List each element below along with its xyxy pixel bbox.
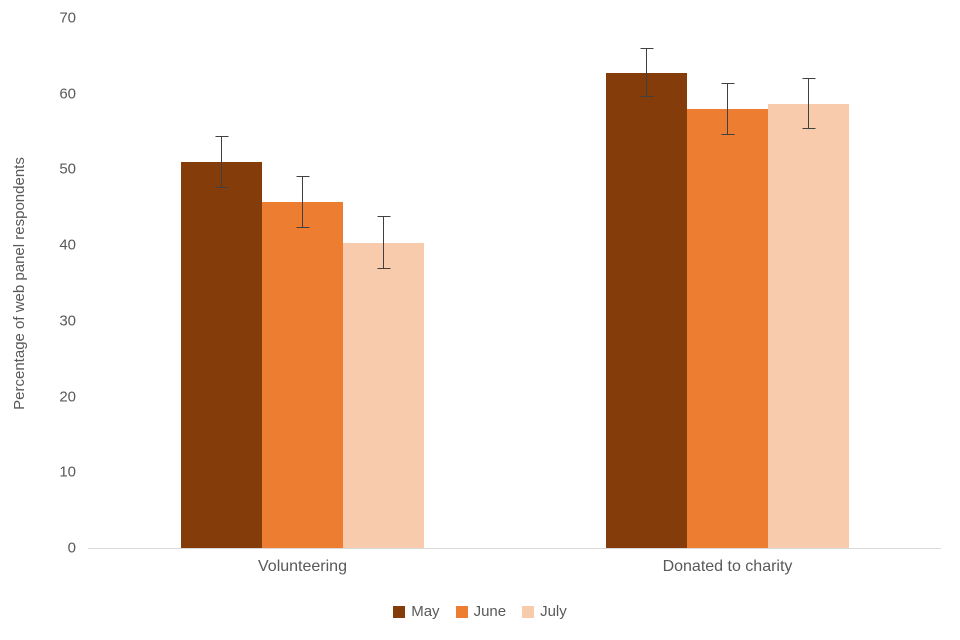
bar-slot	[606, 18, 687, 548]
error-bar-line	[646, 47, 647, 98]
error-bar-line	[808, 77, 809, 130]
legend-swatch	[522, 605, 535, 618]
error-bar	[181, 136, 262, 188]
y-tick-label: 20	[59, 388, 76, 406]
legend-item-july: July	[522, 603, 567, 620]
y-tick-label: 70	[59, 9, 76, 27]
y-tick-label: 30	[59, 312, 76, 330]
error-bar-line	[221, 136, 222, 188]
category-label: Donated to charity	[662, 558, 793, 575]
bar-group-donated-to-charity	[515, 18, 940, 548]
error-bar-cap	[377, 268, 390, 270]
legend: May June July	[0, 603, 960, 620]
legend-item-may: May	[393, 603, 440, 620]
error-bar-cap	[215, 186, 228, 188]
error-bar-cap	[296, 226, 309, 228]
bar-may	[606, 72, 687, 548]
y-tick-label: 10	[59, 463, 76, 481]
error-bar	[606, 47, 687, 98]
error-bar-cap	[802, 128, 815, 130]
y-tick-label: 60	[59, 85, 76, 103]
error-bar-line	[727, 83, 728, 135]
legend-swatch	[455, 605, 468, 618]
legend-label: July	[540, 603, 567, 620]
x-axis-labels: Volunteering Donated to charity	[90, 558, 940, 576]
y-tick-label: 50	[59, 160, 76, 178]
bar-group-volunteering	[90, 18, 515, 548]
error-bar-line	[302, 176, 303, 228]
bar-june	[687, 108, 768, 548]
bar-may	[181, 161, 262, 548]
error-bar	[343, 216, 424, 270]
category-label: Volunteering	[258, 558, 347, 575]
legend-label: May	[411, 603, 440, 620]
plot-area	[90, 18, 940, 548]
error-bar-line	[383, 216, 384, 270]
error-bar	[768, 77, 849, 130]
legend-swatch	[393, 605, 406, 618]
bar-july	[343, 242, 424, 548]
error-bar-cap	[721, 133, 734, 135]
bar-slot	[687, 18, 768, 548]
error-bar-cap	[640, 96, 653, 98]
bar-july	[768, 103, 849, 548]
bar-slot	[768, 18, 849, 548]
bar-june	[262, 202, 343, 548]
y-tick-label: 40	[59, 236, 76, 254]
error-bar	[262, 176, 343, 228]
y-tick-label: 0	[67, 539, 76, 557]
x-axis-line	[88, 548, 941, 549]
y-axis-ticks: 0 10 20 30 40 50 60 70	[0, 10, 76, 557]
bar-slot	[262, 18, 343, 548]
bar-slot	[343, 18, 424, 548]
legend-item-june: June	[455, 603, 507, 620]
legend-label: June	[473, 603, 507, 620]
error-bar	[687, 83, 768, 135]
bar-slot	[181, 18, 262, 548]
